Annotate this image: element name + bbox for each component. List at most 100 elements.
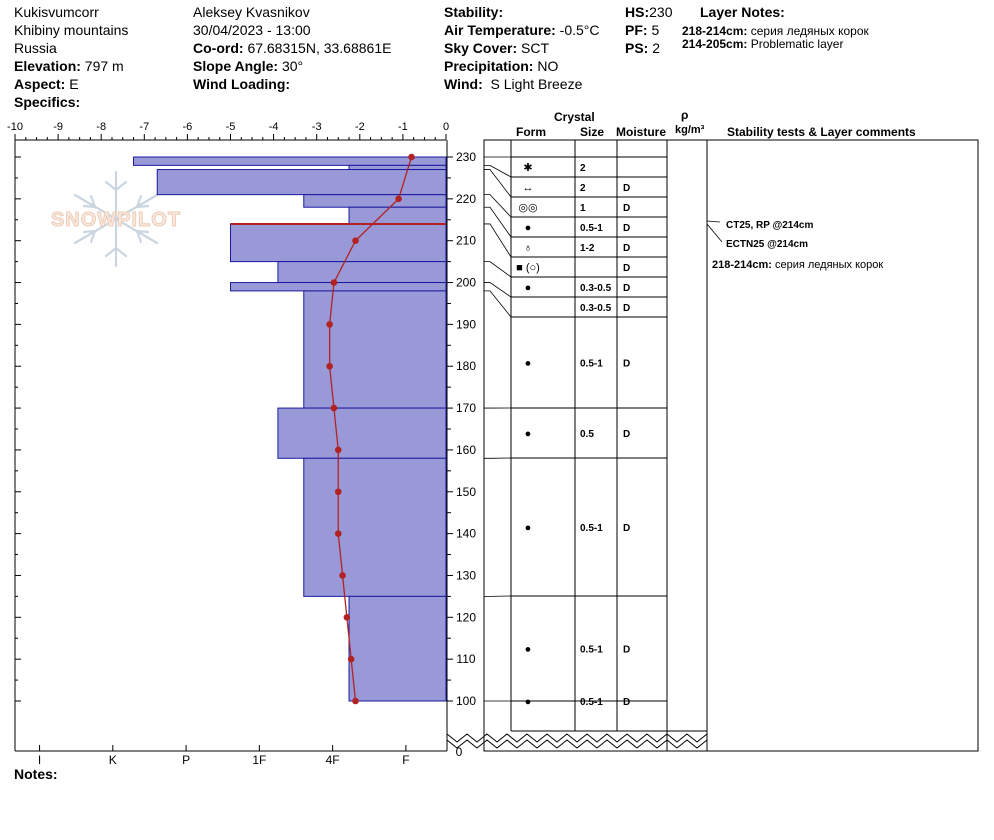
sky-row: Sky Cover: SCT [444, 40, 549, 56]
temperature-point [347, 655, 355, 663]
layer-connector [484, 169, 512, 198]
temp-tick-label: -9 [53, 121, 63, 133]
moisture-value: D [623, 283, 630, 294]
comment-ect: ECTN25 @214cm [726, 239, 808, 250]
temperature-point [339, 572, 346, 579]
crystal-form-icon: ♁ [524, 242, 532, 254]
crystal-size: 0.5-1 [580, 359, 603, 370]
crystal-form-icon: ● [525, 522, 532, 534]
hardness-label: 1F [252, 753, 266, 767]
temperature-point [395, 195, 402, 203]
ps-label: PS: [625, 40, 649, 56]
crystal-size: 0.5-1 [580, 697, 603, 708]
height-tick-label: 200 [456, 276, 476, 290]
height-tick-label: 110 [456, 652, 475, 666]
height-break-label: 0 [456, 745, 463, 759]
crystal-form-icon: ↔ [523, 182, 534, 194]
comment-layer: 218-214cm: серия ледяных корок [712, 259, 883, 271]
crystal-form-icon: ● [525, 282, 532, 294]
layer-table: ✱ 2 ↔ 2 D ◎◎ 1 D ● 0.5-1 D ♁ 1-2 D ■ (○) D ● 0.3-0.5 D 0.3-… [446, 139, 979, 752]
crystal-form-icon: ● [525, 428, 532, 440]
datetime: 30/04/2023 - 13:00 [193, 22, 311, 38]
comments-panel: CT25, RP @214cm ECTN25 @214cm 218-214cm: с… [706, 220, 883, 271]
temperature-profile [326, 153, 415, 705]
break-zigzag [446, 739, 708, 749]
layer-note-1-text: серия ледяных корок [750, 24, 869, 38]
crystal-form-icon: ◎◎ [518, 202, 537, 214]
temperature-point [326, 362, 333, 370]
layer-connector [484, 282, 512, 298]
temp-tick-label: -6 [183, 121, 193, 133]
hardness-layer-8 [230, 282, 447, 292]
crystal-form-icon: ● [525, 696, 532, 708]
crystal-size: 0.3-0.5 [580, 303, 612, 314]
layer-note-1-range: 218-214cm: [682, 24, 748, 38]
wind-row: Wind: S Light Breeze [444, 76, 582, 92]
form-header: Form [516, 125, 546, 139]
size-header: Size [580, 125, 605, 139]
location-name: Kukisvumcorr [14, 4, 99, 20]
hardness-layer-5 [348, 206, 447, 225]
crystal-size: 0.5-1 [580, 645, 603, 656]
crystal-size: 2 [580, 163, 586, 174]
sky-label: Sky Cover: [444, 40, 518, 56]
layer-connector [484, 206, 512, 238]
height-tick-label: 180 [456, 359, 476, 373]
notes-label: Notes: [14, 766, 58, 782]
height-tick-label: 100 [456, 694, 476, 708]
hardness-label: F [402, 753, 409, 767]
wind-value: S Light Breeze [490, 76, 583, 92]
pf-row: PF: 5 [625, 22, 659, 38]
temp-tick-label: -1 [398, 121, 408, 133]
temp-tick-label: -7 [139, 121, 149, 133]
layer-connector [484, 164, 512, 178]
temperature-point [352, 237, 359, 244]
location-country: Russia [14, 40, 57, 56]
temperature-point [334, 530, 342, 537]
air-temp-value: -0.5°C [559, 22, 600, 38]
height-tick-label: 210 [456, 234, 476, 248]
crystal-form-icon: ✱ [523, 162, 532, 174]
ps-row: PS: 2 [625, 40, 660, 56]
layer-notes-label: Layer Notes: [700, 4, 785, 20]
height-axis: 230 220 210 200 190 180 170 160 150 140 130 120 110 1… [446, 140, 476, 759]
hardness-layer-9 [303, 290, 447, 409]
height-tick-label: 230 [456, 150, 476, 164]
hs-value: 230 [649, 4, 673, 20]
moisture-value: D [623, 203, 630, 214]
slope-value: 30° [281, 58, 304, 74]
snowpilot-logo: SNOWPILOT [50, 170, 181, 268]
comment-pointer [706, 220, 721, 223]
hardness-axis: I K P 1F 4F F [38, 745, 410, 767]
layer-connector [484, 290, 512, 318]
precip-label: Precipitation: [444, 58, 534, 74]
crystal-header: Crystal [554, 110, 595, 124]
temp-tick-label: 0 [443, 121, 449, 133]
moisture-value: D [623, 697, 630, 708]
temperature-point [326, 321, 333, 328]
height-tick-label: 220 [456, 192, 476, 206]
stability-label: Stability: [444, 4, 504, 20]
moisture-value: D [623, 263, 630, 274]
break-zigzag [446, 733, 708, 743]
specifics-label: Specifics: [14, 94, 81, 110]
height-tick-label: 170 [456, 401, 476, 415]
layer-connector [484, 223, 512, 258]
air-temp-row: Air Temperature: -0.5°C [444, 22, 600, 38]
hardness-layer-4 [303, 194, 447, 208]
temperature-point [352, 697, 359, 705]
moisture-value: D [623, 523, 630, 534]
temp-tick-label: -4 [269, 121, 279, 133]
crystal-size: 0.5-1 [580, 523, 603, 534]
logo-text: SNOWPILOT [51, 209, 181, 231]
pf-label: PF: [625, 22, 648, 38]
elevation-row: Elevation: 797 m [14, 58, 124, 74]
hardness-layer-2 [348, 164, 447, 171]
temperature-point [334, 446, 342, 454]
aspect-row: Aspect: E [14, 76, 79, 92]
layer-note-2: 214-205cm: Problematic layer [682, 37, 843, 51]
snowflake-icon [73, 170, 159, 268]
temp-tick-label: -5 [226, 121, 236, 133]
coord-row: Co-ord: 67.68315N, 33.68861E [193, 40, 391, 56]
hardness-layer-12 [348, 595, 447, 702]
